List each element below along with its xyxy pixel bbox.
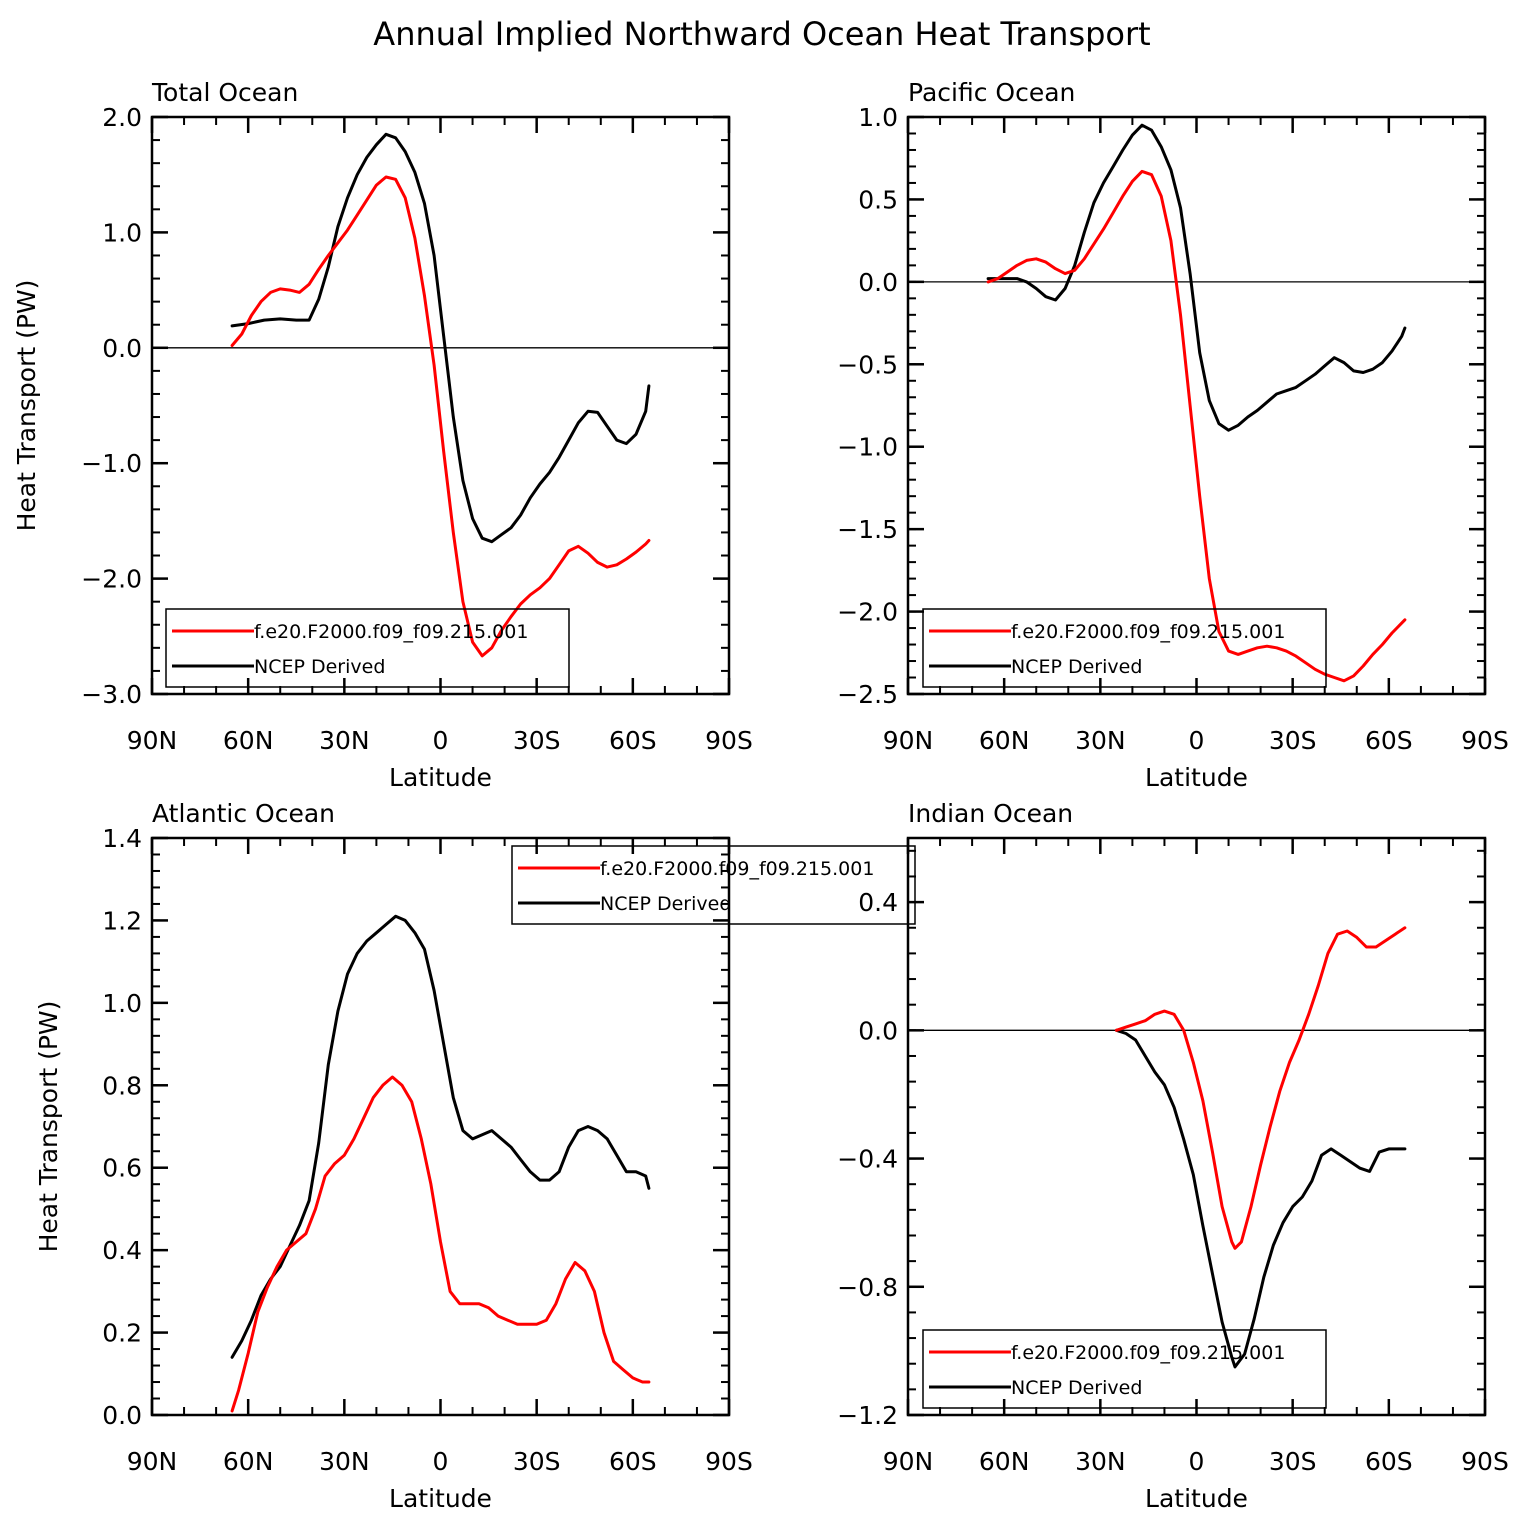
- model-series-line: [230, 175, 651, 658]
- x-tick-label: 90N: [883, 1447, 934, 1476]
- y-tick-label: 1.2: [102, 906, 142, 935]
- x-tick-label: 0: [433, 1447, 449, 1476]
- panel-pacific-ocean: Pacific Ocean 90N 60N 30N 0 30S 60S 90S 1.0 0.5 0.…: [837, 78, 1509, 792]
- y-tick-label: −1.0: [837, 433, 898, 462]
- x-tick-label: 60N: [223, 726, 274, 755]
- plot-frame: [906, 115, 1487, 696]
- x-tick-label: 30N: [1075, 726, 1126, 755]
- legend-label: f.e20.F2000.f09_f09.215.001: [600, 858, 874, 880]
- x-tick-label: 60S: [609, 1447, 657, 1476]
- y-tick-label: −0.5: [837, 350, 898, 379]
- legend-box: [165, 608, 570, 688]
- y-tick-label: 1.0: [858, 103, 898, 132]
- y-tick-label: 0.6: [102, 1154, 142, 1183]
- y-tick-label: 0.0: [858, 1016, 898, 1045]
- y-tick-label: 1.4: [102, 824, 142, 853]
- legend-box: [922, 608, 1327, 688]
- x-tick-label: 30S: [1269, 1447, 1317, 1476]
- x-tick-label: 30S: [513, 1447, 561, 1476]
- x-tick-label: 0: [433, 726, 449, 755]
- x-tick-label: 60S: [609, 726, 657, 755]
- panel-total-ocean: Total Ocean 90N 60N 30N 0 30S 60S 90S 2.0 1.0 0.0 −…: [12, 78, 753, 792]
- x-tick-label: 60S: [1365, 1447, 1413, 1476]
- panel-atlantic-ocean: Atlantic Ocean 90N 60N 30N 0 30S 60S 90S 1.4 1.2 1…: [34, 799, 916, 1513]
- panels: Total Ocean 90N 60N 30N 0 30S 60S 90S 2.0 1.0 0.0 −…: [12, 78, 1509, 1513]
- ncep-series-line: [230, 914, 651, 1359]
- ncep-series-line: [1114, 1028, 1407, 1369]
- legend-label: NCEP Derived: [254, 656, 385, 678]
- legend-label: NCEP Derived: [1011, 1377, 1142, 1399]
- legend: f.e20.F2000.f09_f09.215.001 NCEP Derived: [511, 845, 916, 925]
- x-tick-label: 60N: [979, 726, 1030, 755]
- legend-box: [922, 1329, 1327, 1409]
- y-tick-label: −2.0: [837, 598, 898, 627]
- panel-title: Pacific Ocean: [908, 78, 1075, 107]
- x-tick-label: 30N: [319, 1447, 370, 1476]
- y-axis-title: Heat Transport (PW): [34, 1001, 63, 1253]
- y-tick-label: 0.0: [102, 334, 142, 363]
- x-tick-label: 60S: [1365, 726, 1413, 755]
- legend: f.e20.F2000.f09_f09.215.001 NCEP Derived: [165, 608, 570, 688]
- panel-title: Total Ocean: [151, 78, 298, 107]
- x-axis-title: Latitude: [1145, 1484, 1248, 1513]
- x-tick-label: 90N: [883, 726, 934, 755]
- legend-label: NCEP Derived: [1011, 656, 1142, 678]
- legend-label: NCEP Derived: [600, 893, 731, 915]
- y-tick-label: 1.0: [102, 989, 142, 1018]
- y-tick-label: 0.4: [858, 888, 898, 917]
- panel-title: Atlantic Ocean: [152, 799, 335, 828]
- y-tick-label: 0.0: [102, 1401, 142, 1430]
- x-tick-label: 0: [1189, 726, 1205, 755]
- plot-frame: [150, 115, 731, 696]
- x-tick-label: 90S: [1461, 1447, 1509, 1476]
- panel-title: Indian Ocean: [908, 799, 1073, 828]
- x-axis-title: Latitude: [389, 763, 492, 792]
- x-tick-label: 0: [1189, 1447, 1205, 1476]
- x-tick-label: 60N: [979, 1447, 1030, 1476]
- y-tick-label: −0.8: [837, 1273, 898, 1302]
- y-tick-label: −2.0: [81, 565, 142, 594]
- panel-indian-ocean: Indian Ocean 90N 60N 30N 0 30S 60S 90S 0.4 0.0 −0.…: [837, 799, 1509, 1513]
- x-tick-label: 30S: [1269, 726, 1317, 755]
- x-axis-title: Latitude: [1145, 763, 1248, 792]
- model-series-line: [1114, 926, 1407, 1250]
- model-series-line: [986, 169, 1407, 683]
- figure-title: Annual Implied Northward Ocean Heat Tran…: [373, 15, 1150, 53]
- x-axis-title: Latitude: [389, 1484, 492, 1513]
- y-tick-label: 0.5: [858, 185, 898, 214]
- x-tick-label: 90N: [127, 726, 178, 755]
- legend-label: f.e20.F2000.f09_f09.215.001: [254, 621, 528, 643]
- y-tick-label: −1.5: [837, 515, 898, 544]
- x-tick-label: 90S: [705, 726, 753, 755]
- y-tick-label: −2.5: [837, 680, 898, 709]
- x-tick-label: 90N: [127, 1447, 178, 1476]
- x-tick-label: 30S: [513, 726, 561, 755]
- plot-frame: [906, 836, 1487, 1417]
- legend-label: f.e20.F2000.f09_f09.215.001: [1011, 621, 1285, 643]
- x-tick-label: 90S: [1461, 726, 1509, 755]
- y-tick-label: −1.2: [837, 1401, 898, 1430]
- y-tick-label: 0.8: [102, 1071, 142, 1100]
- ncep-series-line: [986, 123, 1407, 432]
- model-series-line: [230, 1075, 651, 1413]
- x-tick-label: 90S: [705, 1447, 753, 1476]
- x-tick-label: 60N: [223, 1447, 274, 1476]
- y-tick-label: 0.0: [858, 268, 898, 297]
- y-tick-label: −1.0: [81, 449, 142, 478]
- y-tick-label: −3.0: [81, 680, 142, 709]
- ncep-series-line: [230, 132, 651, 544]
- y-tick-label: 0.4: [102, 1236, 142, 1265]
- legend: f.e20.F2000.f09_f09.215.001 NCEP Derived: [922, 608, 1327, 688]
- y-tick-label: 0.2: [102, 1319, 142, 1348]
- legend-label: f.e20.F2000.f09_f09.215.001: [1011, 1342, 1285, 1364]
- legend-box: [511, 845, 916, 925]
- y-tick-label: 2.0: [102, 103, 142, 132]
- x-tick-label: 30N: [1075, 1447, 1126, 1476]
- y-tick-label: 1.0: [102, 218, 142, 247]
- y-axis-title: Heat Transport (PW): [12, 280, 41, 532]
- legend: f.e20.F2000.f09_f09.215.001 NCEP Derived: [922, 1329, 1327, 1409]
- x-tick-label: 30N: [319, 726, 370, 755]
- y-tick-label: −0.4: [837, 1145, 898, 1174]
